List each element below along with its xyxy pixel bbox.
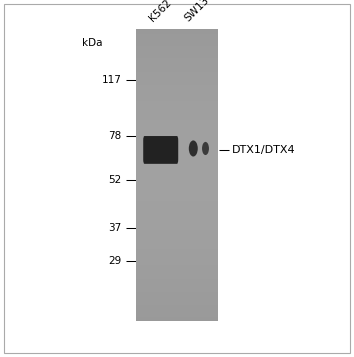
Text: kDa: kDa <box>82 38 102 48</box>
Text: SW13: SW13 <box>182 0 211 23</box>
Text: DTX1/DTX4: DTX1/DTX4 <box>232 145 296 155</box>
Text: 117: 117 <box>102 75 121 85</box>
Ellipse shape <box>202 142 209 155</box>
Text: 52: 52 <box>108 175 121 185</box>
Text: K562: K562 <box>147 0 173 23</box>
Text: 29: 29 <box>108 256 121 266</box>
FancyBboxPatch shape <box>143 136 178 164</box>
Text: 37: 37 <box>108 223 121 233</box>
Ellipse shape <box>189 140 198 156</box>
Text: 78: 78 <box>108 131 121 141</box>
